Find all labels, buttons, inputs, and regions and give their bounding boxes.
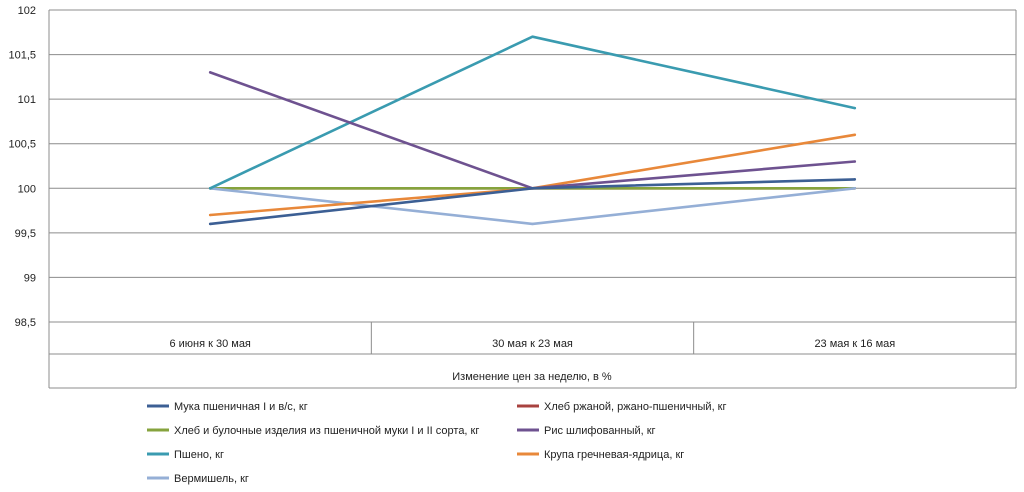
y-tick-label: 99,5 bbox=[15, 228, 36, 240]
data-point bbox=[208, 222, 212, 226]
data-point bbox=[853, 160, 857, 163]
y-tick-label: 101 bbox=[18, 94, 36, 106]
y-tick-label: 101,5 bbox=[8, 50, 36, 62]
y-tick-label: 100 bbox=[18, 183, 36, 195]
data-point bbox=[531, 35, 534, 38]
data-point bbox=[853, 187, 857, 190]
y-tick-label: 102 bbox=[18, 5, 36, 17]
data-point bbox=[208, 213, 212, 217]
x-tick-label: 6 июня к 30 мая bbox=[169, 338, 250, 350]
data-point bbox=[208, 71, 212, 74]
legend-item: Крупа гречневая-ядрица, кг bbox=[517, 449, 684, 461]
series-line bbox=[208, 71, 857, 190]
grid bbox=[48, 9, 1017, 389]
series-line bbox=[208, 35, 857, 190]
data-point bbox=[853, 133, 857, 136]
legend-label: Хлеб ржаной, ржано-пшеничный, кг bbox=[544, 401, 727, 413]
y-tick-label: 98,5 bbox=[15, 317, 36, 329]
series-line bbox=[208, 178, 857, 226]
data-point bbox=[853, 178, 857, 181]
data-point bbox=[531, 222, 534, 226]
x-axis-title: Изменение цен за неделю, в % bbox=[452, 371, 612, 383]
y-tick-label: 100,5 bbox=[8, 139, 36, 151]
y-tick-label: 99 bbox=[24, 272, 36, 284]
legend-label: Хлеб и булочные изделия из пшеничной мук… bbox=[174, 425, 479, 437]
legend-label: Рис шлифованный, кг bbox=[544, 425, 656, 437]
data-point bbox=[853, 106, 857, 110]
data-point bbox=[531, 187, 534, 190]
y-axis: 98,5 99 99,5 100 100,5 101 101,5 102 bbox=[8, 5, 36, 329]
legend: Мука пшеничная I и в/с, кг Хлеб ржаной, р… bbox=[147, 401, 727, 485]
legend-item: Рис шлифованный, кг bbox=[517, 425, 656, 437]
legend-item: Вермишель, кг bbox=[147, 473, 249, 485]
x-tick-label: 30 мая к 23 мая bbox=[492, 338, 573, 350]
legend-item: Хлеб и булочные изделия из пшеничной мук… bbox=[147, 425, 479, 437]
legend-label: Мука пшеничная I и в/с, кг bbox=[174, 401, 308, 413]
legend-item: Пшено, кг bbox=[147, 449, 224, 461]
legend-label: Вермишель, кг bbox=[174, 473, 249, 485]
x-axis: 6 июня к 30 мая 30 мая к 23 мая 23 мая к 1… bbox=[169, 322, 895, 354]
data-point bbox=[208, 187, 212, 190]
legend-label: Крупа гречневая-ядрица, кг bbox=[544, 449, 684, 461]
legend-item: Мука пшеничная I и в/с, кг bbox=[147, 401, 308, 413]
x-tick-label: 23 мая к 16 мая bbox=[814, 338, 895, 350]
legend-item: Хлеб ржаной, ржано-пшеничный, кг bbox=[517, 401, 727, 413]
legend-label: Пшено, кг bbox=[174, 449, 224, 461]
series-lines bbox=[208, 35, 857, 226]
series-line bbox=[208, 133, 857, 217]
